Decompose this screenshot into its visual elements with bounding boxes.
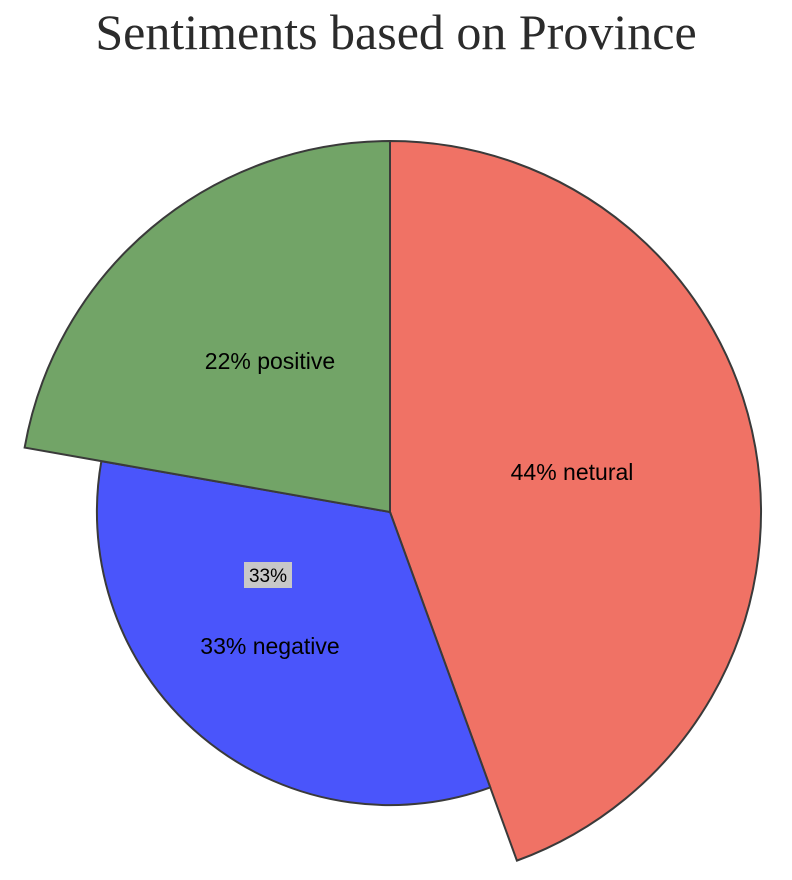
chart-title: Sentiments based on Province xyxy=(95,4,697,60)
pie-slice-netural[interactable] xyxy=(389,139,762,862)
hover-tooltip: 33% xyxy=(244,562,292,588)
slice-label-positive: 22% positive xyxy=(205,348,335,374)
tooltip-text: 33% xyxy=(249,566,287,587)
slice-label-negative: 33% negative xyxy=(200,633,339,659)
pie-slice-positive[interactable] xyxy=(23,139,391,514)
pie-labels: 44% netural 33% negative 22% positive xyxy=(200,348,633,659)
pie-slice-negative[interactable] xyxy=(95,459,492,807)
tooltip-box xyxy=(244,562,292,588)
pie-slices xyxy=(23,139,762,862)
slice-label-netural: 44% netural xyxy=(511,459,634,485)
